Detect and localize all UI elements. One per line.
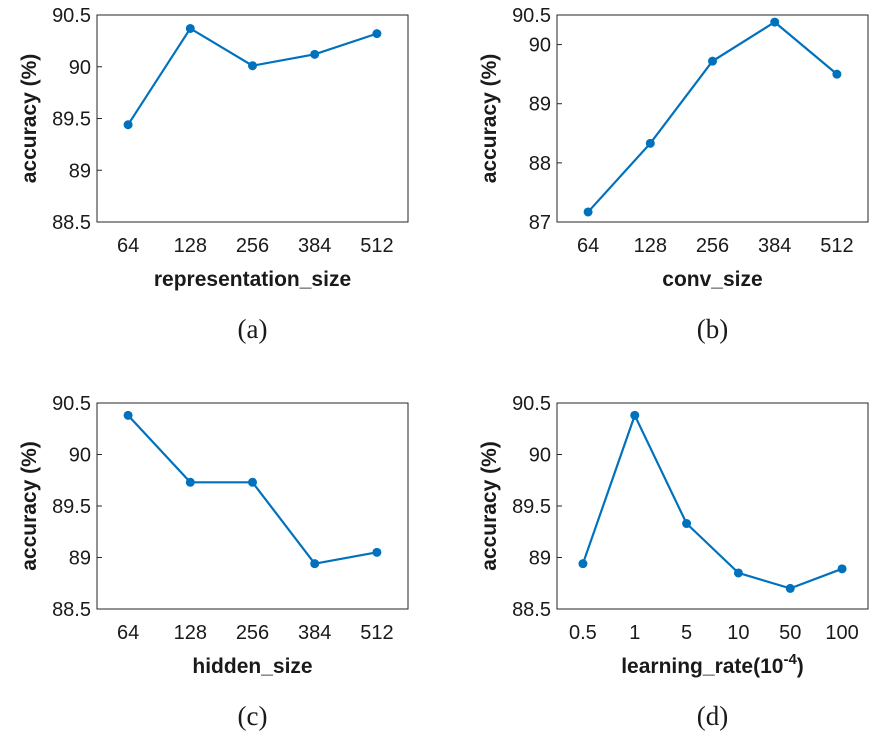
data-point bbox=[832, 69, 842, 79]
x-axis-label: conv_size bbox=[662, 268, 762, 291]
x-tick-label: 10 bbox=[727, 622, 749, 644]
y-tick-label: 89.5 bbox=[52, 496, 91, 518]
data-point bbox=[682, 519, 692, 529]
y-tick-label: 89 bbox=[69, 548, 91, 570]
x-tick-label: 512 bbox=[360, 235, 393, 257]
data-point bbox=[185, 23, 195, 33]
x-axis-label: representation_size bbox=[154, 268, 351, 291]
y-tick-label: 88 bbox=[529, 153, 551, 175]
y-tick-label: 88.5 bbox=[52, 599, 91, 621]
y-tick-label: 90.5 bbox=[52, 5, 91, 27]
data-point bbox=[248, 477, 257, 487]
y-tick-label: 87 bbox=[529, 212, 551, 234]
x-axis-label: hidden_size bbox=[192, 655, 312, 678]
y-tick-label: 89 bbox=[69, 160, 91, 182]
x-tick-label: 50 bbox=[779, 622, 801, 644]
x-tick-label: 100 bbox=[825, 622, 858, 644]
x-tick-label: 64 bbox=[577, 235, 599, 257]
data-point bbox=[708, 56, 717, 66]
x-axis-label-suffix: ) bbox=[797, 655, 804, 678]
x-tick-label: 384 bbox=[758, 235, 791, 257]
x-tick-label: 384 bbox=[298, 235, 331, 257]
data-point bbox=[123, 120, 133, 130]
x-tick-label: 256 bbox=[236, 235, 269, 257]
series-line bbox=[581, 412, 843, 590]
data-point bbox=[785, 583, 795, 593]
y-tick-label: 90.5 bbox=[512, 5, 551, 27]
data-point bbox=[372, 547, 382, 557]
data-point bbox=[583, 207, 593, 217]
caption: (d) bbox=[697, 701, 728, 731]
x-tick-label: 128 bbox=[174, 622, 207, 644]
y-tick-label: 89 bbox=[529, 94, 551, 116]
x-tick-label: 512 bbox=[360, 622, 393, 644]
y-tick-label: 88.5 bbox=[52, 212, 91, 234]
axes-box bbox=[556, 14, 869, 223]
y-tick-label: 90.5 bbox=[52, 393, 91, 415]
y-tick-label: 90 bbox=[529, 35, 551, 57]
x-tick-label: 1 bbox=[629, 622, 640, 644]
x-tick-label: 64 bbox=[117, 235, 139, 257]
data-point bbox=[770, 17, 780, 27]
y-tick-label: 90.5 bbox=[512, 393, 551, 415]
caption: (c) bbox=[238, 701, 268, 731]
data-point bbox=[372, 29, 382, 39]
x-tick-label: 128 bbox=[174, 235, 207, 257]
data-point bbox=[630, 410, 640, 420]
x-tick-label: 256 bbox=[236, 622, 269, 644]
y-axis-label: accuracy (%) bbox=[478, 54, 501, 184]
data-point bbox=[310, 559, 320, 569]
x-tick-label: 128 bbox=[634, 235, 667, 257]
data-point bbox=[310, 49, 320, 59]
y-axis-label: accuracy (%) bbox=[478, 441, 501, 571]
axes-box bbox=[96, 402, 409, 610]
y-axis-label: accuracy (%) bbox=[18, 441, 41, 571]
data-point bbox=[578, 559, 588, 569]
x-axis-label: learning_rate(10-4) bbox=[621, 651, 804, 678]
caption: (a) bbox=[238, 314, 268, 344]
y-tick-label: 89 bbox=[529, 548, 551, 570]
y-tick-label: 89.5 bbox=[512, 496, 551, 518]
x-tick-label: 384 bbox=[298, 622, 331, 644]
data-point bbox=[733, 568, 743, 578]
x-tick-label: 256 bbox=[696, 235, 729, 257]
y-tick-label: 90 bbox=[69, 57, 91, 79]
y-tick-label: 90 bbox=[69, 445, 91, 467]
x-axis-label-superscript: -4 bbox=[783, 651, 797, 668]
x-tick-label: 64 bbox=[117, 622, 139, 644]
data-point bbox=[837, 564, 847, 574]
y-tick-label: 88.5 bbox=[512, 599, 551, 621]
y-tick-label: 89.5 bbox=[52, 109, 91, 131]
series-line bbox=[587, 20, 838, 213]
x-tick-label: 0.5 bbox=[569, 622, 597, 644]
series-line bbox=[127, 26, 378, 126]
x-tick-label: 5 bbox=[681, 622, 692, 644]
x-axis-label-text: learning_rate(10 bbox=[621, 655, 783, 678]
x-tick-label: 512 bbox=[820, 235, 853, 257]
data-point bbox=[645, 138, 655, 148]
caption: (b) bbox=[697, 314, 728, 344]
y-axis-label: accuracy (%) bbox=[18, 54, 41, 184]
data-point bbox=[123, 410, 133, 420]
series-line bbox=[127, 414, 378, 565]
axes-box bbox=[96, 14, 409, 223]
data-point bbox=[248, 61, 257, 71]
y-tick-label: 90 bbox=[529, 445, 551, 467]
data-point bbox=[185, 477, 195, 487]
